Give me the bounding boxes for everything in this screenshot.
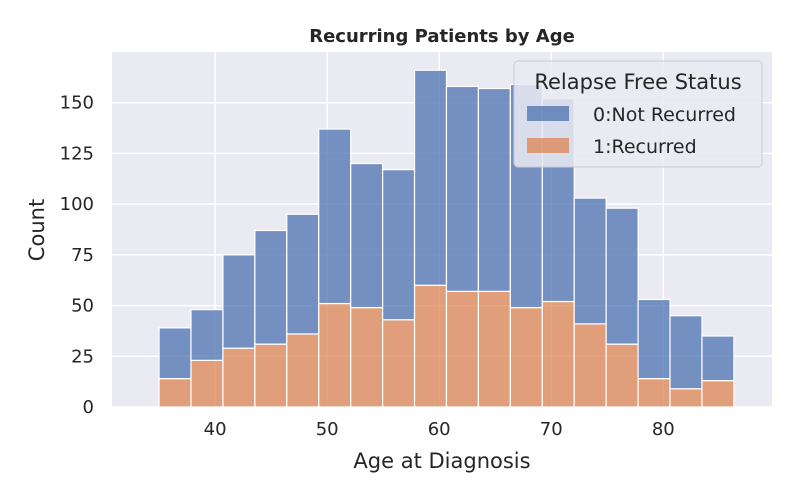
bar-recurred (573, 323, 607, 408)
bar-recurred (509, 307, 543, 408)
bar-not-recurred (350, 162, 384, 309)
bar-recurred (413, 284, 448, 408)
bar-recurred (669, 388, 703, 408)
y-tick-label: 25 (71, 346, 94, 367)
bar-recurred (541, 300, 575, 408)
legend-label-recurred: 1:Recurred (593, 136, 697, 158)
bar-recurred (637, 378, 671, 408)
bar-not-recurred (477, 87, 511, 292)
bar-recurred (350, 307, 384, 408)
x-tick-label: 60 (428, 419, 451, 440)
bar-recurred (701, 380, 735, 408)
legend-title: Relapse Free Status (534, 70, 741, 94)
bar-not-recurred (637, 298, 671, 380)
x-axis-label: Age at Diagnosis (353, 449, 530, 473)
legend-box (513, 60, 763, 168)
y-tick-label: 75 (71, 245, 94, 266)
bar-recurred (477, 290, 511, 408)
y-tick-label: 50 (71, 296, 94, 317)
y-tick-labels: 0 25 50 75 100 125 150 (60, 93, 94, 418)
bar-recurred (318, 302, 352, 408)
bar-not-recurred (286, 213, 320, 335)
bars (158, 69, 735, 408)
bar-not-recurred (445, 85, 480, 292)
bar-recurred (190, 359, 224, 408)
legend-label-not-recurred: 0:Not Recurred (593, 104, 736, 126)
x-tick-label: 50 (316, 419, 339, 440)
bar-not-recurred (382, 169, 416, 321)
x-tick-label: 40 (204, 419, 227, 440)
legend: Relapse Free Status 0:Not Recurred 1:Rec… (513, 60, 763, 168)
bar-not-recurred (222, 254, 256, 349)
bar-recurred (382, 319, 416, 408)
bar-not-recurred (701, 335, 735, 382)
x-tick-labels: 40 50 60 70 80 (204, 419, 675, 440)
y-tick-label: 150 (60, 93, 94, 114)
bar-not-recurred (318, 128, 352, 305)
bar-not-recurred (573, 197, 607, 325)
bar-recurred (445, 290, 480, 408)
bar-recurred (286, 333, 320, 408)
legend-swatch-not-recurred (527, 106, 569, 121)
y-tick-label: 100 (60, 194, 94, 215)
x-tick-label: 80 (652, 419, 675, 440)
bar-recurred (605, 343, 639, 408)
bar-not-recurred (254, 229, 288, 345)
bar-not-recurred (158, 327, 192, 380)
y-tick-label: 125 (60, 143, 94, 164)
bar-recurred (222, 347, 256, 408)
x-tick-label: 70 (540, 419, 563, 440)
bar-not-recurred (413, 69, 448, 286)
y-tick-label: 0 (83, 397, 94, 418)
bar-recurred (158, 378, 192, 408)
bar-not-recurred (605, 207, 639, 345)
bar-recurred (254, 343, 288, 408)
bar-not-recurred (190, 309, 224, 361)
bar-not-recurred (669, 315, 703, 390)
legend-swatch-recurred (527, 138, 569, 153)
chart-title: Recurring Patients by Age (309, 26, 575, 47)
y-axis-label: Count (25, 199, 49, 261)
